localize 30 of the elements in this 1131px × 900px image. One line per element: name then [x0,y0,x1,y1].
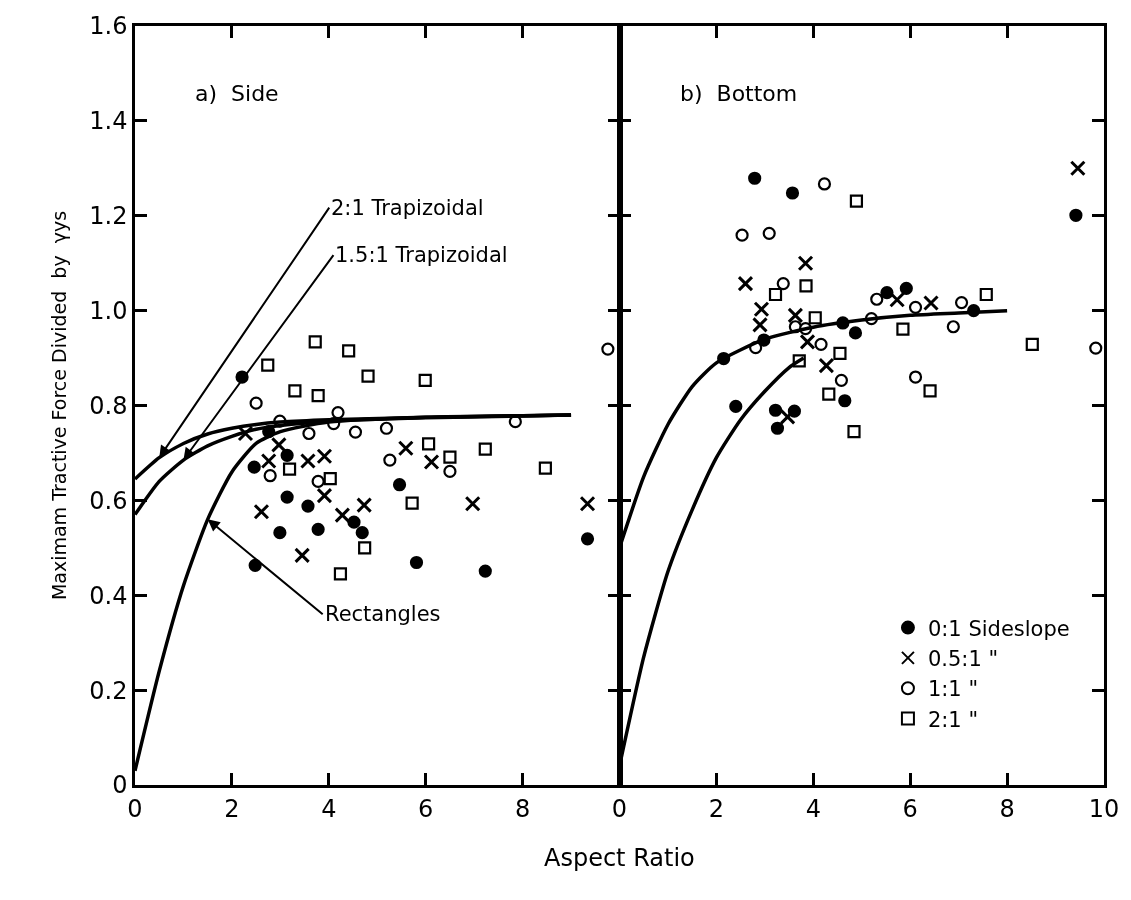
x-tick-label: 10 [1088,794,1120,823]
y-axis-title: Maximam Tractive Force Divided by γys [48,210,71,601]
legend-label: 1:1 " [927,677,979,702]
x-tick-label: 4 [321,794,337,823]
x-tick-label: 0 [611,794,628,823]
x-tick-label: 2 [224,794,240,823]
y-tick-label: 0.8 [89,391,128,420]
legend-label: 0:1 Sideslope [927,616,1070,641]
y-tick-label: 1.0 [89,297,128,326]
x-tick-label: 8 [999,794,1015,823]
annotation: 1.5:1 Trapizoidal [335,243,508,267]
y-tick-label: 0.6 [89,486,128,515]
y-tick-label: 1.2 [89,202,128,231]
y-tick-label: 1.6 [89,12,128,41]
legend-label: 0.5:1 " [927,647,999,672]
x-tick-label: 8 [514,794,531,823]
annotation: Rectangles [325,602,441,626]
annotation: b) Bottom [680,81,798,106]
annotation: a) Side [195,81,279,106]
y-tick-label: 0.4 [89,581,128,610]
y-tick-label: 0 [112,771,128,800]
x-axis-title: Aspect Ratio [544,844,695,872]
x-tick-label: 6 [418,794,434,823]
x-tick-label: 6 [902,794,918,823]
x-tick-label: 2 [708,794,725,823]
x-tick-label: 4 [805,794,821,823]
annotation: 2:1 Trapizoidal [331,196,484,220]
y-tick-label: 0.2 [89,676,128,705]
y-tick-label: 1.4 [89,107,128,136]
legend-label: 2:1 " [927,707,979,732]
